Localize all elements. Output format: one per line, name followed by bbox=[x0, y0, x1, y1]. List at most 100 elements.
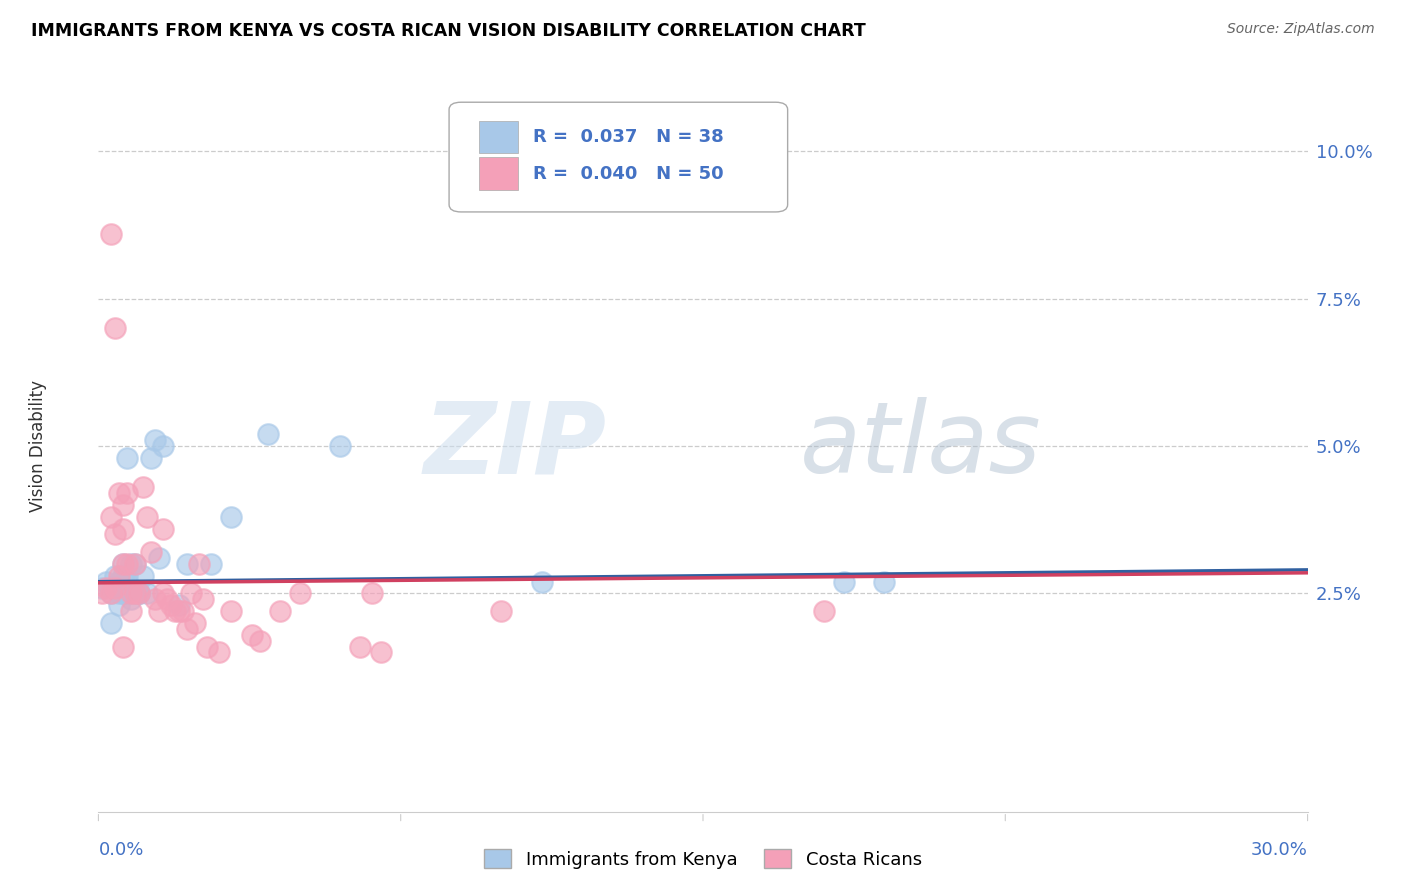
Point bbox=[111, 557, 134, 571]
Point bbox=[124, 557, 146, 571]
Point bbox=[208, 645, 231, 659]
Point bbox=[103, 581, 125, 595]
Point bbox=[256, 427, 278, 442]
Point bbox=[167, 604, 190, 618]
FancyBboxPatch shape bbox=[449, 103, 787, 212]
Point bbox=[103, 527, 125, 541]
Point bbox=[143, 433, 166, 447]
Text: Vision Disability: Vision Disability bbox=[30, 380, 46, 512]
Point bbox=[132, 568, 155, 582]
Point bbox=[195, 640, 218, 654]
Point bbox=[152, 522, 174, 536]
Point bbox=[530, 574, 553, 589]
Point bbox=[873, 574, 896, 589]
Point bbox=[135, 586, 157, 600]
Point bbox=[103, 321, 125, 335]
Point bbox=[120, 586, 142, 600]
Point bbox=[100, 586, 122, 600]
Point bbox=[115, 557, 138, 571]
Point bbox=[100, 509, 122, 524]
Text: R =  0.040   N = 50: R = 0.040 N = 50 bbox=[533, 164, 723, 183]
Point bbox=[115, 586, 138, 600]
Point bbox=[132, 480, 155, 494]
Point bbox=[221, 509, 243, 524]
Point bbox=[111, 640, 134, 654]
Text: IMMIGRANTS FROM KENYA VS COSTA RICAN VISION DISABILITY CORRELATION CHART: IMMIGRANTS FROM KENYA VS COSTA RICAN VIS… bbox=[31, 22, 866, 40]
Point bbox=[115, 450, 138, 465]
Text: atlas: atlas bbox=[800, 398, 1042, 494]
Point bbox=[160, 599, 183, 613]
Point bbox=[180, 586, 202, 600]
Point bbox=[96, 574, 118, 589]
Point bbox=[139, 545, 162, 559]
Point bbox=[107, 486, 129, 500]
Point bbox=[193, 592, 215, 607]
Point bbox=[167, 599, 190, 613]
Point bbox=[139, 450, 162, 465]
Point bbox=[111, 557, 134, 571]
Point bbox=[491, 604, 513, 618]
Point bbox=[107, 568, 129, 582]
Point bbox=[100, 586, 122, 600]
Point bbox=[135, 509, 157, 524]
Point bbox=[148, 604, 170, 618]
Point bbox=[111, 522, 134, 536]
FancyBboxPatch shape bbox=[479, 120, 517, 153]
Point bbox=[107, 574, 129, 589]
Point bbox=[124, 557, 146, 571]
Point bbox=[124, 586, 146, 600]
Point bbox=[120, 557, 142, 571]
Point bbox=[115, 574, 138, 589]
Point bbox=[249, 633, 271, 648]
Point bbox=[120, 604, 142, 618]
Point bbox=[200, 557, 222, 571]
Text: ZIP: ZIP bbox=[423, 398, 606, 494]
Point bbox=[103, 581, 125, 595]
Point bbox=[128, 586, 150, 600]
Point bbox=[103, 568, 125, 582]
Point bbox=[288, 586, 311, 600]
Point bbox=[329, 439, 352, 453]
Point bbox=[172, 604, 194, 618]
Point bbox=[120, 586, 142, 600]
Point bbox=[111, 586, 134, 600]
Point bbox=[240, 628, 263, 642]
Point bbox=[269, 604, 291, 618]
Point bbox=[115, 568, 138, 582]
Text: Source: ZipAtlas.com: Source: ZipAtlas.com bbox=[1227, 22, 1375, 37]
Point bbox=[184, 615, 207, 630]
Legend: Immigrants from Kenya, Costa Ricans: Immigrants from Kenya, Costa Ricans bbox=[477, 842, 929, 876]
Point bbox=[163, 604, 186, 618]
Point bbox=[813, 604, 835, 618]
Point bbox=[100, 615, 122, 630]
Point bbox=[176, 557, 198, 571]
Point bbox=[152, 586, 174, 600]
Point bbox=[148, 551, 170, 566]
Point bbox=[91, 581, 114, 595]
Point bbox=[176, 622, 198, 636]
Point bbox=[111, 568, 134, 582]
Point bbox=[120, 592, 142, 607]
Point bbox=[115, 486, 138, 500]
Point bbox=[143, 592, 166, 607]
Point bbox=[96, 581, 118, 595]
Point bbox=[349, 640, 371, 654]
Point bbox=[100, 227, 122, 241]
Text: 0.0%: 0.0% bbox=[98, 841, 143, 859]
Text: R =  0.037   N = 38: R = 0.037 N = 38 bbox=[533, 128, 723, 146]
Point bbox=[128, 586, 150, 600]
Point bbox=[128, 586, 150, 600]
Point bbox=[370, 645, 392, 659]
Text: 30.0%: 30.0% bbox=[1251, 841, 1308, 859]
Point bbox=[221, 604, 243, 618]
Point bbox=[111, 498, 134, 512]
Point bbox=[188, 557, 211, 571]
Point bbox=[91, 586, 114, 600]
Point bbox=[361, 586, 384, 600]
FancyBboxPatch shape bbox=[479, 157, 517, 190]
Point bbox=[156, 592, 179, 607]
Point bbox=[107, 599, 129, 613]
Point bbox=[152, 439, 174, 453]
Point bbox=[832, 574, 855, 589]
Point bbox=[107, 586, 129, 600]
